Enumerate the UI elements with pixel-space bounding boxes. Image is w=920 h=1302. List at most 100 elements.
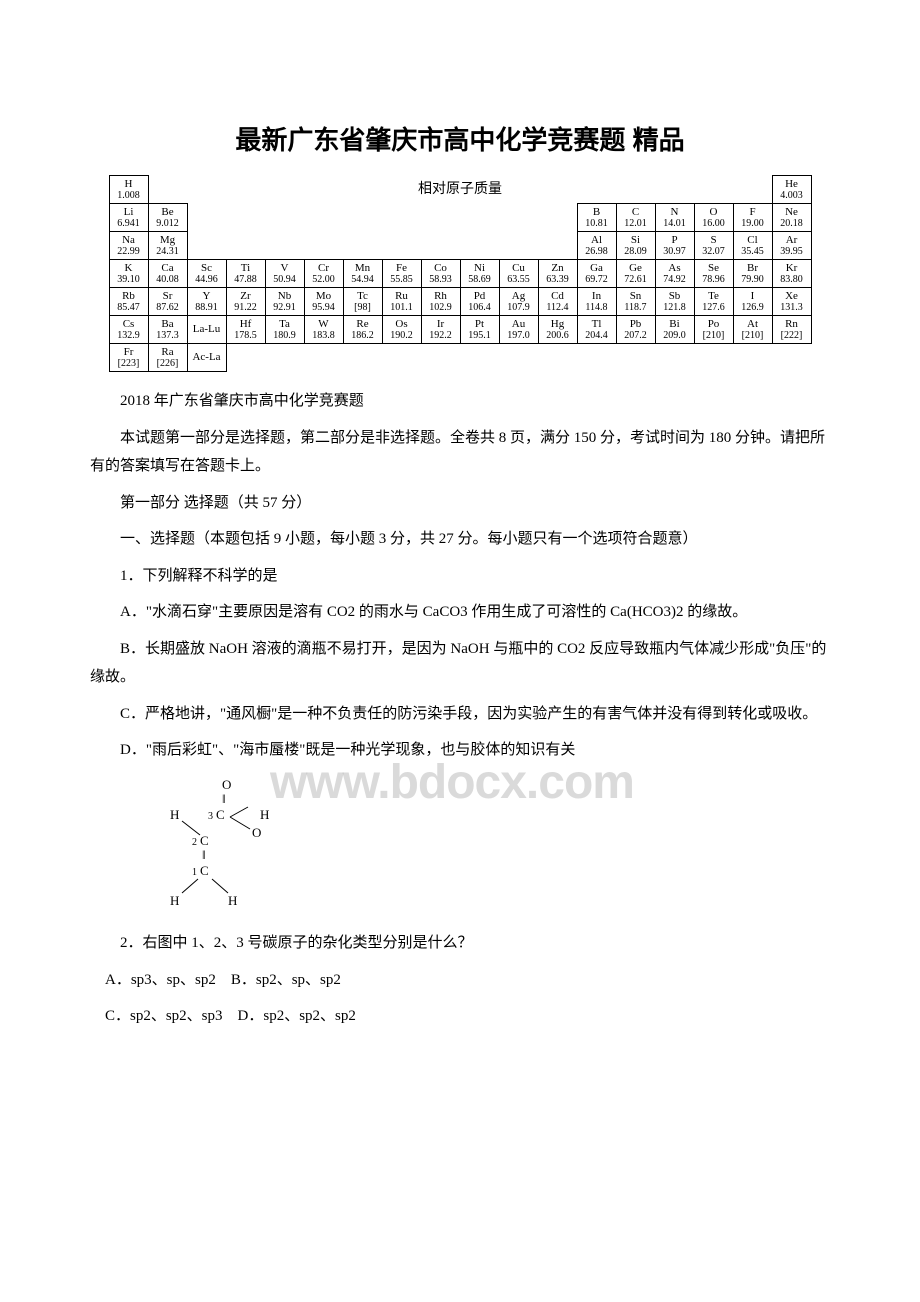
- cell-Cl: Cl35.45: [733, 232, 772, 260]
- cell-At: At[210]: [733, 316, 772, 344]
- cell-Ta: Ta180.9: [265, 316, 304, 344]
- q1-option-b: B．长期盛放 NaOH 溶液的滴瓶不易打开，是因为 NaOH 与瓶中的 CO2 …: [90, 635, 830, 692]
- cell-Sb: Sb121.8: [655, 288, 694, 316]
- cell-Zr: Zr91.22: [226, 288, 265, 316]
- intro-desc: 本试题第一部分是选择题，第二部分是非选择题。全卷共 8 页，满分 150 分，考…: [90, 424, 830, 481]
- cell-Ca: Ca40.08: [148, 260, 187, 288]
- cell-Be: Be9.012: [148, 204, 187, 232]
- cell-Zn: Zn63.39: [538, 260, 577, 288]
- cell-Pd: Pd106.4: [460, 288, 499, 316]
- cell-Po: Po[210]: [694, 316, 733, 344]
- svg-text:C: C: [216, 807, 225, 822]
- periodic-table: H1.008 相对原子质量 He4.003 Li6.941 Be9.012 B1…: [109, 175, 812, 372]
- cell-C: C12.01: [616, 204, 655, 232]
- cell-As: As74.92: [655, 260, 694, 288]
- cell-Ba: Ba137.3: [148, 316, 187, 344]
- cell-Sn: Sn118.7: [616, 288, 655, 316]
- svg-text:‖: ‖: [202, 847, 206, 862]
- svg-text:2: 2: [192, 837, 197, 848]
- cell-In: In114.8: [577, 288, 616, 316]
- cell-Na: Na22.99: [109, 232, 148, 260]
- cell-Tc: Tc[98]: [343, 288, 382, 316]
- cell-Hg: Hg200.6: [538, 316, 577, 344]
- cell-Mo: Mo95.94: [304, 288, 343, 316]
- cell-Y: Y88.91: [187, 288, 226, 316]
- cell-Cd: Cd112.4: [538, 288, 577, 316]
- cell-Mn: Mn54.94: [343, 260, 382, 288]
- q2-options-ab: A．sp3、sp、sp2 B．sp2、sp、sp2: [90, 966, 830, 995]
- svg-text:H: H: [170, 893, 179, 908]
- cell-Fr: Fr[223]: [109, 344, 148, 372]
- q1-option-d: D．"雨后彩虹"、"海市蜃楼"既是一种光学现象，也与胶体的知识有关: [90, 736, 830, 765]
- cell-Co: Co58.93: [421, 260, 460, 288]
- cell-He: He4.003: [772, 176, 811, 204]
- cell-N: N14.01: [655, 204, 694, 232]
- cell-B: B10.81: [577, 204, 616, 232]
- q2-options-cd: C．sp2、sp2、sp3 D．sp2、sp2、sp2: [90, 1002, 830, 1031]
- cell-Cu: Cu63.55: [499, 260, 538, 288]
- cell-Rb: Rb85.47: [109, 288, 148, 316]
- cell-Pt: Pt195.1: [460, 316, 499, 344]
- svg-text:C: C: [200, 863, 209, 878]
- cell-Ga: Ga69.72: [577, 260, 616, 288]
- cell-Li: Li6.941: [109, 204, 148, 232]
- cell-Sc: Sc44.96: [187, 260, 226, 288]
- page-title: 最新广东省肇庆市高中化学竞赛题 精品: [90, 120, 830, 157]
- svg-text:H: H: [228, 893, 237, 908]
- cell-Ti: Ti47.88: [226, 260, 265, 288]
- svg-text:H: H: [260, 807, 269, 822]
- cell-Bi: Bi209.0: [655, 316, 694, 344]
- question-1: 1．下列解释不科学的是: [90, 562, 830, 591]
- cell-Os: Os190.2: [382, 316, 421, 344]
- cell-Cr: Cr52.00: [304, 260, 343, 288]
- periodic-header: 相对原子质量: [148, 176, 772, 204]
- cell-Tl: Tl204.4: [577, 316, 616, 344]
- cell-Si: Si28.09: [616, 232, 655, 260]
- cell-LaLu: La-Lu: [187, 316, 226, 344]
- svg-text:O: O: [252, 825, 261, 840]
- cell-Ne: Ne20.18: [772, 204, 811, 232]
- cell-V: V50.94: [265, 260, 304, 288]
- cell-S: S32.07: [694, 232, 733, 260]
- cell-W: W183.8: [304, 316, 343, 344]
- intro-year: 2018 年广东省肇庆市高中化学竞赛题: [90, 387, 830, 416]
- cell-Ni: Ni58.69: [460, 260, 499, 288]
- cell-AcLa: Ac-La: [187, 344, 226, 372]
- cell-Hf: Hf178.5: [226, 316, 265, 344]
- cell-Br: Br79.90: [733, 260, 772, 288]
- cell-Xe: Xe131.3: [772, 288, 811, 316]
- cell-Te: Te127.6: [694, 288, 733, 316]
- cell-Ir: Ir192.2: [421, 316, 460, 344]
- cell-Pb: Pb207.2: [616, 316, 655, 344]
- cell-F: F19.00: [733, 204, 772, 232]
- svg-text:O: O: [222, 777, 231, 792]
- svg-text:H: H: [170, 807, 179, 822]
- svg-text:3: 3: [208, 811, 213, 822]
- cell-Rh: Rh102.9: [421, 288, 460, 316]
- q1-option-c: C．严格地讲，"通风橱"是一种不负责任的防污染手段，因为实验产生的有害气体并没有…: [90, 700, 830, 729]
- cell-Fe: Fe55.85: [382, 260, 421, 288]
- q1-option-a: A．"水滴石穿"主要原因是溶有 CO2 的雨水与 CaCO3 作用生成了可溶性的…: [90, 598, 830, 627]
- svg-text:C: C: [200, 833, 209, 848]
- question-2: 2．右图中 1、2、3 号碳原子的杂化类型分别是什么？: [90, 929, 830, 958]
- cell-P: P30.97: [655, 232, 694, 260]
- cell-Al: Al26.98: [577, 232, 616, 260]
- structure-diagram: O ‖ H 3 C H 2 C O ‖ 1 C H H: [160, 777, 830, 918]
- cell-Ru: Ru101.1: [382, 288, 421, 316]
- svg-text:‖: ‖: [222, 791, 226, 806]
- cell-Cs: Cs132.9: [109, 316, 148, 344]
- cell-Kr: Kr83.80: [772, 260, 811, 288]
- section-1-header: 第一部分 选择题（共 57 分）: [90, 489, 830, 518]
- cell-Ar: Ar39.95: [772, 232, 811, 260]
- cell-Se: Se78.96: [694, 260, 733, 288]
- cell-Au: Au197.0: [499, 316, 538, 344]
- section-1-instructions: 一、选择题（本题包括 9 小题，每小题 3 分，共 27 分。每小题只有一个选项…: [90, 525, 830, 554]
- cell-Rn: Rn[222]: [772, 316, 811, 344]
- cell-Ag: Ag107.9: [499, 288, 538, 316]
- cell-Nb: Nb92.91: [265, 288, 304, 316]
- cell-K: K39.10: [109, 260, 148, 288]
- cell-Ra: Ra[226]: [148, 344, 187, 372]
- svg-text:1: 1: [192, 867, 197, 878]
- cell-Re: Re186.2: [343, 316, 382, 344]
- cell-I: I126.9: [733, 288, 772, 316]
